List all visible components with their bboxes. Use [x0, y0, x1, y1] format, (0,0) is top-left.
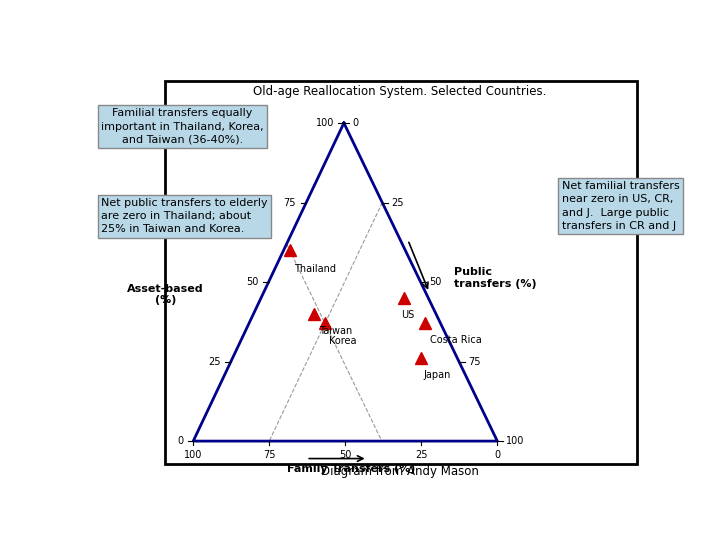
Text: Thailand: Thailand — [294, 264, 336, 274]
Text: Net familial transfers
near zero in US, CR,
and J.  Large public
transfers in CR: Net familial transfers near zero in US, … — [562, 181, 679, 231]
Text: 100: 100 — [184, 450, 202, 460]
Text: 25: 25 — [208, 356, 221, 367]
Text: 50: 50 — [430, 277, 442, 287]
Text: 0: 0 — [353, 118, 359, 128]
Text: Public
transfers (%): Public transfers (%) — [454, 267, 536, 289]
Text: Familial transfers equally
important in Thailand, Korea,
and Taiwan (36-40%).: Familial transfers equally important in … — [101, 109, 264, 145]
Text: 50: 50 — [339, 450, 351, 460]
Text: 75: 75 — [284, 198, 296, 207]
Text: Net public transfers to elderly
are zero in Thailand; about
25% in Taiwan and Ko: Net public transfers to elderly are zero… — [101, 198, 268, 234]
Text: Costa Rica: Costa Rica — [430, 335, 482, 345]
Text: 0: 0 — [177, 436, 183, 446]
Text: 100: 100 — [506, 436, 525, 446]
Text: Japan: Japan — [424, 370, 451, 380]
Text: 75: 75 — [263, 450, 276, 460]
Text: US: US — [401, 310, 415, 320]
Text: 75: 75 — [468, 356, 480, 367]
Text: 0: 0 — [494, 450, 500, 460]
Text: Family Transfers (%): Family Transfers (%) — [287, 464, 415, 474]
Text: 25: 25 — [415, 450, 428, 460]
Text: Old-age Reallocation System. Selected Countries.: Old-age Reallocation System. Selected Co… — [253, 85, 546, 98]
Text: 100: 100 — [315, 118, 334, 128]
Text: Asset-based
(%): Asset-based (%) — [127, 284, 204, 305]
Text: Korea: Korea — [330, 336, 357, 346]
Text: 50: 50 — [246, 277, 258, 287]
Text: Taiwan: Taiwan — [319, 326, 352, 336]
FancyBboxPatch shape — [166, 82, 637, 464]
Text: Diagram from Andy Mason: Diagram from Andy Mason — [320, 465, 479, 478]
Text: 25: 25 — [391, 198, 404, 207]
